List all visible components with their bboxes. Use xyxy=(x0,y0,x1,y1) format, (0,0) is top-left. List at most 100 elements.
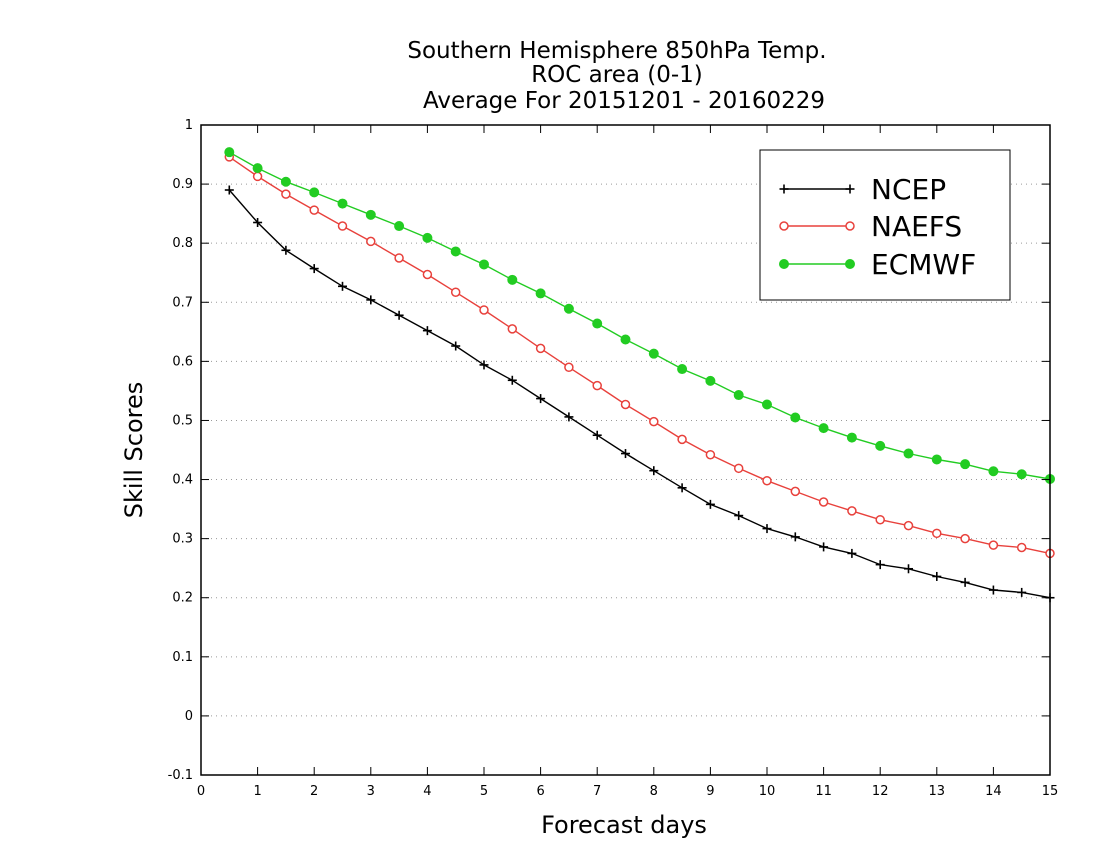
x-tick-label: 3 xyxy=(367,784,375,799)
x-tick-label: 13 xyxy=(929,784,946,799)
data-point-ncep xyxy=(904,564,913,574)
data-point-ncep xyxy=(819,542,829,552)
y-tick-label: 0.6 xyxy=(172,354,193,369)
data-point-ncep xyxy=(847,548,857,558)
y-tick-label: 0.8 xyxy=(172,236,193,251)
x-tick-label: 11 xyxy=(815,784,832,799)
data-point-ncep xyxy=(790,532,800,542)
legend: NCEP NAEFS ECMWF xyxy=(759,149,1011,301)
x-axis-label: Forecast days xyxy=(541,811,707,839)
data-point-naefs xyxy=(847,506,857,516)
data-point-ecmwf xyxy=(450,246,461,257)
legend-label-ncep: NCEP xyxy=(871,173,946,206)
data-point-ncep xyxy=(338,281,347,291)
data-point-ncep xyxy=(253,218,263,227)
data-point-ncep xyxy=(309,264,319,274)
data-point-naefs xyxy=(450,287,461,297)
y-tick-labels: -0.1 0 0.1 0.2 0.3 0.4 0.5 0.6 0.7 0.8 0.9 1 xyxy=(168,118,193,783)
data-point-ncep xyxy=(621,449,630,459)
data-point-naefs xyxy=(932,528,942,539)
axis-ticks xyxy=(200,124,1051,776)
data-point-ncep xyxy=(677,483,687,493)
x-tick-label: 14 xyxy=(985,784,1002,799)
data-point-ncep xyxy=(960,577,970,587)
data-point-ecmwf xyxy=(337,198,348,209)
data-point-ncep xyxy=(592,430,602,440)
data-point-ecmwf xyxy=(592,318,603,329)
x-tick-label: 10 xyxy=(759,784,776,799)
legend-item-naefs: NAEFS xyxy=(779,210,962,243)
series-ecmwf xyxy=(224,147,1055,484)
data-point-ecmwf xyxy=(479,259,489,270)
legend-box xyxy=(759,149,1011,301)
x-tick-label: 0 xyxy=(197,784,205,799)
data-point-ncep xyxy=(649,466,659,476)
data-point-naefs xyxy=(422,269,433,280)
data-point-naefs xyxy=(960,533,970,544)
data-point-ncep xyxy=(536,394,546,404)
data-point-naefs xyxy=(875,514,885,525)
data-point-naefs xyxy=(988,540,999,550)
x-tick-label: 8 xyxy=(650,784,658,799)
data-point-ecmwf xyxy=(252,163,263,174)
data-point-ecmwf xyxy=(280,176,291,187)
series-line-ncep xyxy=(228,189,1051,599)
series-line-naefs xyxy=(228,156,1051,555)
data-point-naefs xyxy=(394,253,404,263)
data-point-naefs xyxy=(818,497,829,507)
data-point-ecmwf xyxy=(790,412,801,423)
data-point-ncep xyxy=(734,511,744,521)
chart-title: Southern Hemisphere 850hPa Temp. ROC are… xyxy=(407,38,826,114)
data-point-ecmwf xyxy=(818,423,829,434)
x-tick-label: 7 xyxy=(593,784,601,799)
legend-marker xyxy=(779,259,789,269)
x-tick-label: 2 xyxy=(310,784,318,799)
series-layer xyxy=(224,147,1055,603)
legend-marker xyxy=(779,184,789,194)
data-point-naefs xyxy=(309,205,319,215)
data-point-ecmwf xyxy=(733,390,744,401)
data-point-ecmwf xyxy=(875,440,886,451)
data-point-ncep xyxy=(875,560,885,570)
data-point-ecmwf xyxy=(535,288,546,299)
x-tick-label: 15 xyxy=(1042,784,1059,799)
data-point-naefs xyxy=(535,343,546,354)
legend-marker xyxy=(845,221,855,231)
y-tick-label: 0.4 xyxy=(172,473,193,488)
y-tick-label: 0.1 xyxy=(172,650,193,665)
data-point-ecmwf xyxy=(846,432,857,443)
data-point-naefs xyxy=(252,171,263,182)
y-axis-label: Skill Scores xyxy=(120,382,148,519)
legend-label-naefs: NAEFS xyxy=(871,210,962,243)
data-point-ecmwf xyxy=(677,364,688,375)
plot-frame xyxy=(200,124,1051,776)
title-line-3: Average For 20151201 - 20160229 xyxy=(423,88,825,114)
data-point-ecmwf xyxy=(620,334,631,345)
data-point-ecmwf xyxy=(648,348,659,359)
data-point-naefs xyxy=(366,236,376,247)
legend-marker xyxy=(845,259,855,269)
y-tick-label: -0.1 xyxy=(168,768,193,783)
data-point-ncep xyxy=(988,585,998,595)
data-point-naefs xyxy=(592,380,602,391)
title-line-1: Southern Hemisphere 850hPa Temp. xyxy=(407,38,826,64)
data-point-naefs xyxy=(620,399,631,410)
data-point-naefs xyxy=(649,416,659,427)
x-tick-label: 1 xyxy=(253,784,261,799)
data-point-ecmwf xyxy=(960,459,971,470)
data-point-naefs xyxy=(564,362,574,373)
data-point-ecmwf xyxy=(1016,469,1027,480)
data-point-naefs xyxy=(479,305,489,315)
data-point-ecmwf xyxy=(931,454,942,465)
title-line-2: ROC area (0-1) xyxy=(531,62,703,88)
data-point-ecmwf xyxy=(224,147,235,158)
data-point-ecmwf xyxy=(705,375,716,386)
data-point-ncep xyxy=(366,295,376,305)
data-point-ecmwf xyxy=(507,274,518,285)
data-point-naefs xyxy=(677,434,687,445)
data-point-ecmwf xyxy=(988,466,999,477)
data-point-naefs xyxy=(281,189,291,199)
data-point-naefs xyxy=(790,486,801,497)
y-tick-label: 0.7 xyxy=(172,295,193,310)
